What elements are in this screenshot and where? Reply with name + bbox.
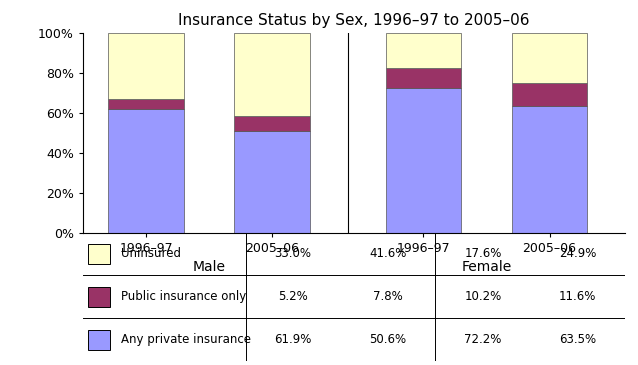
Bar	[88, 287, 110, 307]
Bar	[88, 330, 110, 350]
Bar	[108, 32, 184, 99]
Text: 17.6%: 17.6%	[464, 247, 501, 261]
Text: 50.6%: 50.6%	[369, 333, 406, 346]
Text: 63.5%: 63.5%	[560, 333, 597, 346]
Title: Insurance Status by Sex, 1996–97 to 2005–06: Insurance Status by Sex, 1996–97 to 2005…	[179, 12, 530, 27]
Text: 10.2%: 10.2%	[464, 291, 501, 303]
Bar	[108, 99, 184, 109]
Bar	[108, 109, 184, 233]
Text: 24.9%: 24.9%	[559, 247, 597, 261]
Text: Female: Female	[461, 261, 512, 274]
Text: 41.6%: 41.6%	[369, 247, 406, 261]
Bar	[512, 33, 588, 82]
Bar	[234, 131, 310, 233]
Text: 61.9%: 61.9%	[274, 333, 312, 346]
Text: Uninsured: Uninsured	[121, 247, 181, 261]
Text: 11.6%: 11.6%	[559, 291, 597, 303]
Text: 33.0%: 33.0%	[274, 247, 311, 261]
Text: 7.8%: 7.8%	[373, 291, 403, 303]
Bar	[512, 82, 588, 106]
Text: 72.2%: 72.2%	[464, 333, 501, 346]
Bar	[234, 33, 310, 116]
Text: Any private insurance: Any private insurance	[121, 333, 251, 346]
Bar	[512, 106, 588, 233]
Bar	[385, 68, 461, 88]
Bar	[88, 244, 110, 264]
Text: Public insurance only: Public insurance only	[121, 291, 246, 303]
Text: Male: Male	[193, 261, 226, 274]
Bar	[234, 116, 310, 131]
Bar	[385, 88, 461, 233]
Bar	[385, 33, 461, 68]
Text: 5.2%: 5.2%	[278, 291, 308, 303]
